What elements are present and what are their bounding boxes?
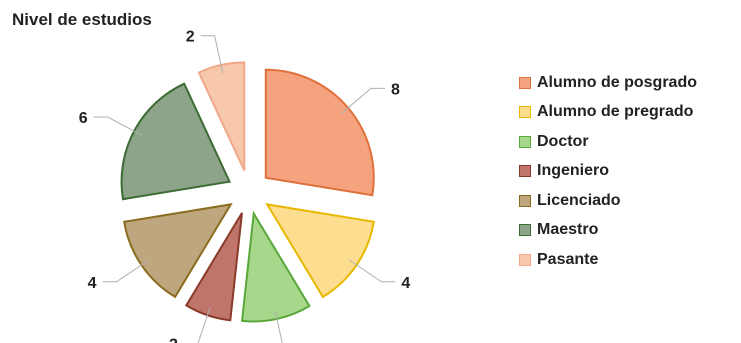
legend-item-pasante: Pasante — [519, 245, 697, 275]
legend-swatch — [519, 253, 531, 266]
legend-label: Pasante — [537, 250, 599, 268]
data-label-ingeniero: 2 — [169, 337, 178, 343]
data-label-maestro: 6 — [79, 110, 88, 127]
legend-label: Alumno de pregrado — [537, 103, 694, 121]
legend-item-maestro: Maestro — [519, 216, 697, 246]
data-label-pasante: 2 — [186, 29, 195, 46]
legend-label: Alumno de posgrado — [537, 73, 697, 91]
leader-line-alumno-de-posgrado — [341, 87, 385, 114]
legend-label: Ingeniero — [537, 162, 610, 180]
legend-label: Doctor — [537, 132, 589, 150]
legend-swatch — [519, 135, 531, 148]
leader-line-ingeniero — [197, 306, 211, 343]
legend-swatch — [519, 76, 531, 89]
legend-label: Licenciado — [537, 191, 621, 209]
pie-chart: 8 4 3 2 4 6 2 — [79, 29, 410, 343]
legend-item-licenciado: Licenciado — [519, 186, 697, 216]
legend-item-alumno-de-posgrado: Alumno de posgrado — [519, 68, 697, 98]
data-label-alumno-de-pregrado: 4 — [401, 275, 410, 292]
leader-line-alumno-de-pregrado — [349, 259, 396, 283]
legend-label: Maestro — [537, 221, 599, 239]
legend-swatch — [519, 106, 531, 119]
legend-item-doctor: Doctor — [519, 127, 697, 157]
data-label-doctor: 3 — [303, 341, 312, 343]
legend-swatch — [519, 165, 531, 178]
chart-title: Nivel de estudios — [12, 10, 152, 29]
legend-swatch — [519, 194, 531, 207]
leader-line-pasante — [200, 35, 224, 74]
legend-item-alumno-de-pregrado: Alumno de pregrado — [519, 98, 697, 128]
data-label-licenciado: 4 — [88, 275, 97, 292]
leader-line-doctor — [274, 310, 283, 343]
leader-line-licenciado — [102, 259, 149, 283]
legend-item-ingeniero: Ingeniero — [519, 157, 697, 187]
pie-slice-alumno-de-posgrado — [264, 68, 375, 197]
chart-legend: Alumno de posgrado Alumno de pregrado Doct… — [519, 68, 697, 275]
leader-line-maestro — [93, 116, 143, 136]
data-label-alumno-de-posgrado: 8 — [391, 81, 400, 98]
legend-swatch — [519, 224, 531, 237]
